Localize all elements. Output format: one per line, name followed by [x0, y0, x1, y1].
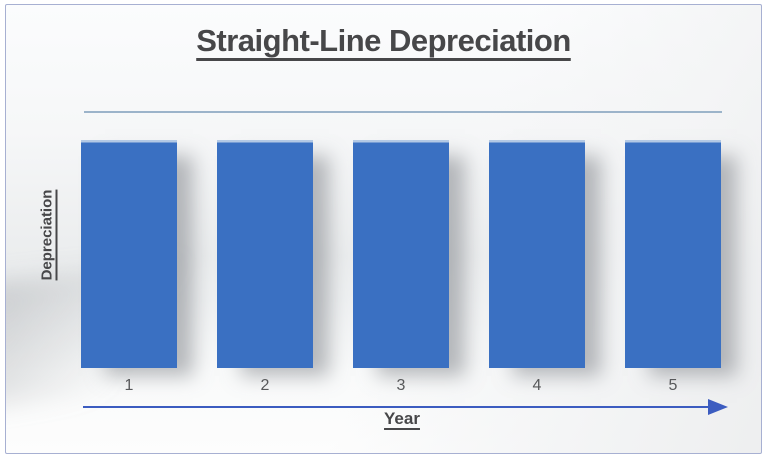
bar-year-4 [489, 140, 585, 368]
x-axis-line [83, 406, 710, 408]
bar-year-1 [81, 140, 177, 368]
x-tick-label: 1 [124, 377, 134, 394]
x-axis-label: Year [384, 409, 420, 428]
y-axis-label: Depreciation [38, 189, 56, 281]
bar-year-3 [353, 140, 449, 368]
x-tick-labels: 1 2 3 4 5 [81, 377, 721, 397]
bars [81, 140, 721, 368]
top-reference-line [84, 111, 722, 113]
x-tick-label: 2 [260, 377, 270, 394]
x-axis-arrow-icon [708, 399, 728, 415]
chart-title: Straight-Line Depreciation [196, 23, 571, 58]
x-tick-label: 4 [532, 377, 542, 394]
x-tick-label: 3 [396, 377, 406, 394]
bar-year-2 [217, 140, 313, 368]
chart-frame: Straight-Line Depreciation Depreciation … [5, 4, 762, 454]
x-tick-label: 5 [668, 377, 678, 394]
bar-year-5 [625, 140, 721, 368]
